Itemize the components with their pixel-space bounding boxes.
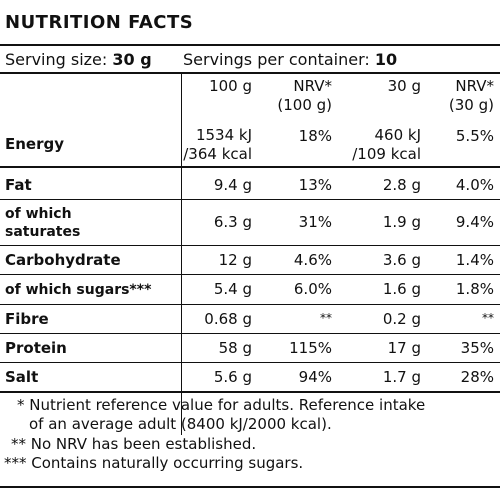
value-per-100g: 9.4 g <box>213 175 252 194</box>
table-row-saturates: of which saturates 6.3 g 31% 1.9 g 9.4% <box>0 200 500 246</box>
header-per-30g: 30 g <box>387 77 421 95</box>
row-label: Fibre <box>5 309 49 328</box>
column-divider <box>181 74 182 435</box>
header-per-100g: 100 g <box>209 77 252 95</box>
value-nrv-30g: 5.5% <box>455 127 494 145</box>
table-row-salt: Salt 5.6 g 94% 1.7 g 28% <box>0 363 500 393</box>
value-nrv-100g: 4.6% <box>293 250 332 269</box>
header-nrv-30g: NRV* (30 g) <box>448 77 494 114</box>
nutrition-facts-title: NUTRITION FACTS <box>5 12 194 33</box>
serving-info: Serving size: 30 g Servings per containe… <box>0 46 500 74</box>
value-nrv-30g: 35% <box>460 338 494 357</box>
value-per-30g: 3.6 g <box>382 250 421 269</box>
value-nrv-100g: 13% <box>298 175 332 194</box>
row-label: Carbohydrate <box>5 250 121 269</box>
footnote-nrv-line2: of an average adult (8400 kJ/2000 kcal). <box>29 415 332 433</box>
value-per-30g: 460 kJ/109 kcal <box>352 125 421 163</box>
value-nrv-30g: 1.4% <box>455 250 494 269</box>
value-per-30g: 1.7 g <box>382 367 421 386</box>
nutrition-panel: Serving size: 30 g Servings per containe… <box>0 44 500 488</box>
serving-size: Serving size: 30 g <box>5 46 152 74</box>
serving-size-value: 30 g <box>112 50 152 69</box>
value-per-30g: 0.2 g <box>382 309 421 328</box>
value-nrv-100g: 6.0% <box>293 280 332 298</box>
value-nrv-30g: 9.4% <box>455 213 494 231</box>
value-per-100g: 58 g <box>218 338 252 357</box>
row-label: Salt <box>5 367 39 386</box>
value-per-100g: 12 g <box>218 250 252 269</box>
value-per-100g: 0.68 g <box>204 309 252 328</box>
row-label: Protein <box>5 338 67 357</box>
value-per-30g: 2.8 g <box>382 175 421 194</box>
value-nrv-100g: 18% <box>298 127 332 145</box>
row-label: Fat <box>5 175 32 194</box>
header-nrv-100g: NRV* (100 g) <box>277 77 332 114</box>
column-header-row: 100 g NRV* (100 g) 30 g NRV* (30 g) <box>0 74 500 168</box>
row-label: of which saturates <box>5 205 81 240</box>
value-per-100g: 5.6 g <box>213 367 252 386</box>
value-nrv-100g: 31% <box>298 213 332 231</box>
table-row-energy: Energy 1534 kJ/364 kcal 18% 460 kJ/109 k… <box>0 123 500 167</box>
value-per-100g: 6.3 g <box>213 213 252 231</box>
footnote-no-nrv: ** No NRV has been established. <box>11 435 257 453</box>
value-per-100g: 1534 kJ/364 kcal <box>183 125 252 163</box>
row-label: Energy <box>5 135 65 153</box>
value-nrv-100g: 94% <box>298 367 332 386</box>
value-nrv-30g: 4.0% <box>455 175 494 194</box>
value-nrv-30g: 28% <box>460 367 494 386</box>
table-row-fibre: Fibre 0.68 g ** 0.2 g ** <box>0 305 500 334</box>
value-per-30g: 1.9 g <box>382 213 421 231</box>
footnote-nrv-line1: * Nutrient reference value for adults. R… <box>17 396 426 414</box>
table-row-sugars: of which sugars*** 5.4 g 6.0% 1.6 g 1.8% <box>0 275 500 305</box>
row-label: of which sugars*** <box>5 281 152 298</box>
serving-size-label: Serving size: <box>5 50 108 69</box>
table-row-fat: Fat 9.4 g 13% 2.8 g 4.0% <box>0 171 500 200</box>
value-nrv-100g: 115% <box>289 338 332 357</box>
table-row-carbohydrate: Carbohydrate 12 g 4.6% 3.6 g 1.4% <box>0 246 500 275</box>
value-per-30g: 1.6 g <box>382 280 421 298</box>
value-per-30g: 17 g <box>387 338 421 357</box>
table-row-protein: Protein 58 g 115% 17 g 35% <box>0 334 500 363</box>
servings-per-container: Servings per container: 10 <box>183 46 397 74</box>
value-nrv-100g: ** <box>320 311 332 325</box>
servings-per-container-value: 10 <box>374 50 398 69</box>
servings-per-container-label: Servings per container: <box>183 50 370 69</box>
value-per-100g: 5.4 g <box>213 280 252 298</box>
footnote-sugars: *** Contains naturally occurring sugars. <box>4 454 304 472</box>
value-nrv-30g: 1.8% <box>455 280 494 298</box>
value-nrv-30g: ** <box>482 311 494 325</box>
